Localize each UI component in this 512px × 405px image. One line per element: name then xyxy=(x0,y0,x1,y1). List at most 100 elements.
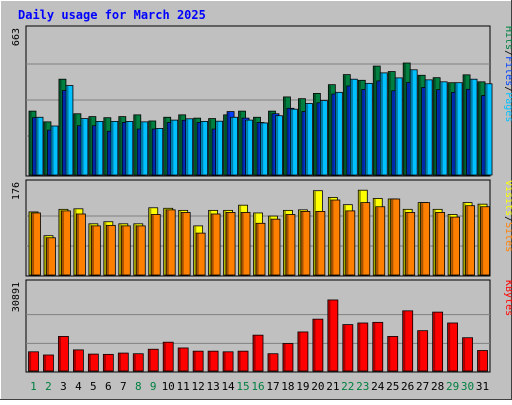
bar-sites-day-7-body xyxy=(120,225,131,276)
bar-sites-day-1-body xyxy=(31,212,41,276)
bar-pages-day-22-shade xyxy=(350,79,353,175)
bar-visits-day-13-shade xyxy=(209,210,212,275)
bar-sites-day-26-body xyxy=(405,212,416,276)
legend-entry-separator: / xyxy=(503,86,512,92)
bar-kbytes-day-12-body xyxy=(192,350,204,372)
bar-sites-day-30-shade xyxy=(466,206,469,275)
bar-visits-day-22-shade xyxy=(343,205,346,275)
bar-files-day-25-shade xyxy=(392,91,395,175)
bar-pages-day-1-body xyxy=(35,116,44,176)
bar-sites-day-27-shade xyxy=(421,203,424,275)
bar-sites-day-22-body xyxy=(345,210,356,276)
bar-sites-day-6-body xyxy=(105,224,116,276)
bar-sites-day-23 xyxy=(360,202,371,276)
bar-sites-day-12 xyxy=(195,232,206,276)
bar-pages-day-28-shade xyxy=(440,82,443,175)
bar-kbytes-day-28-body xyxy=(432,311,444,372)
bar-visits-day-28-shade xyxy=(433,209,436,275)
bar-pages-day-4 xyxy=(80,118,89,176)
bar-sites-day-8-body xyxy=(135,225,146,276)
bar-files-day-12-shade xyxy=(197,123,200,175)
bar-kbytes-day-29 xyxy=(447,322,458,372)
bar-sites-day-25-body xyxy=(390,198,401,276)
bar-files-day-23-shade xyxy=(362,90,365,175)
bar-kbytes-day-31 xyxy=(477,350,488,372)
bar-sites-day-19 xyxy=(300,211,311,276)
bar-pages-day-18-body xyxy=(290,108,298,176)
bar-sites-day-13 xyxy=(210,213,221,276)
bar-kbytes-day-31-body xyxy=(477,350,488,372)
bar-pages-day-8-shade xyxy=(141,122,144,175)
bar-files-day-1-shade xyxy=(33,118,36,175)
bar-kbytes-day-7-shade xyxy=(118,353,121,371)
y-max-label: 176 xyxy=(11,182,22,200)
bar-files-day-6-shade xyxy=(107,131,110,175)
bar-sites-day-25-shade xyxy=(391,199,394,275)
bar-sites-day-2-shade xyxy=(47,238,50,275)
x-tick-label-day-2: 2 xyxy=(45,380,52,393)
bar-pages-day-7-body xyxy=(125,121,134,176)
bar-hits-day-20-shade xyxy=(313,94,316,175)
bar-sites-day-14-shade xyxy=(226,213,229,275)
bar-kbytes-day-19-shade xyxy=(298,332,301,371)
bar-sites-day-2 xyxy=(46,237,56,276)
bar-hits-day-4-shade xyxy=(74,114,77,175)
bar-kbytes-day-5 xyxy=(87,353,99,372)
bar-files-day-24-shade xyxy=(377,81,380,175)
bar-hits-day-28-shade xyxy=(433,78,436,175)
bar-kbytes-day-8 xyxy=(132,353,144,372)
bar-kbytes-day-27-shade xyxy=(418,331,421,371)
panel-visits-sites: 176 Visits/Sites xyxy=(11,179,512,277)
bar-visits-day-10-shade xyxy=(164,208,167,275)
x-tick-label-day-26: 26 xyxy=(401,380,414,393)
bar-files-day-16-shade xyxy=(257,123,260,175)
bar-kbytes-day-21-shade xyxy=(328,300,331,371)
chart-title: Daily usage for March 2025 xyxy=(18,8,206,22)
bar-pages-day-29-shade xyxy=(455,83,458,175)
bar-kbytes-day-27 xyxy=(417,330,429,372)
bar-pages-day-9-body xyxy=(155,128,164,176)
x-tick-label-day-29: 29 xyxy=(446,380,459,393)
bar-hits-day-24-shade xyxy=(373,66,376,175)
bar-kbytes-day-16-body xyxy=(252,334,264,372)
bar-sites-day-5-body xyxy=(90,225,101,276)
bar-files-day-10-shade xyxy=(167,123,170,175)
bar-visits-day-17-shade xyxy=(269,216,272,275)
bar-kbytes-day-30 xyxy=(462,337,473,372)
bar-visits-day-24-shade xyxy=(373,199,376,275)
bar-hits-day-15-shade xyxy=(239,111,242,175)
x-tick-label-day-4: 4 xyxy=(75,380,82,393)
bar-pages-day-8 xyxy=(140,121,149,176)
bar-pages-day-19-body xyxy=(305,103,313,176)
x-tick-label-day-18: 18 xyxy=(281,380,294,393)
bar-kbytes-day-18-body xyxy=(282,343,294,372)
bar-sites-day-28 xyxy=(435,212,446,276)
bar-sites-day-22-shade xyxy=(346,211,349,275)
bar-files-day-18-shade xyxy=(287,108,290,175)
bar-kbytes-day-14-body xyxy=(222,351,234,372)
bar-kbytes-day-3 xyxy=(58,336,69,372)
bar-pages-day-21 xyxy=(334,91,343,176)
bar-files-day-15-shade xyxy=(242,118,245,175)
bar-pages-day-26-body xyxy=(409,69,418,176)
bar-pages-day-12 xyxy=(200,121,209,176)
legend-entry-kbytes: KBytes xyxy=(503,280,512,316)
bar-kbytes-day-16 xyxy=(252,334,264,372)
x-tick-label-day-23: 23 xyxy=(356,380,369,393)
bar-hits-day-19-shade xyxy=(299,99,302,175)
bar-sites-day-17-shade xyxy=(271,219,274,275)
bar-pages-day-23-shade xyxy=(365,83,368,175)
bar-sites-day-19-body xyxy=(300,211,311,276)
bar-sites-day-24 xyxy=(375,206,386,276)
bar-pages-day-21-body xyxy=(334,91,343,176)
x-tick-label-day-16: 16 xyxy=(251,380,264,393)
bar-visits-day-31-shade xyxy=(478,204,481,275)
bar-kbytes-day-3-body xyxy=(58,336,69,372)
bar-hits-day-11-shade xyxy=(179,115,182,175)
bar-kbytes-day-15 xyxy=(237,350,249,372)
bar-visits-day-6-shade xyxy=(104,222,107,275)
bar-kbytes-day-5-body xyxy=(87,353,99,372)
bar-files-day-26-shade xyxy=(407,83,410,175)
bar-kbytes-day-30-shade xyxy=(463,338,466,371)
